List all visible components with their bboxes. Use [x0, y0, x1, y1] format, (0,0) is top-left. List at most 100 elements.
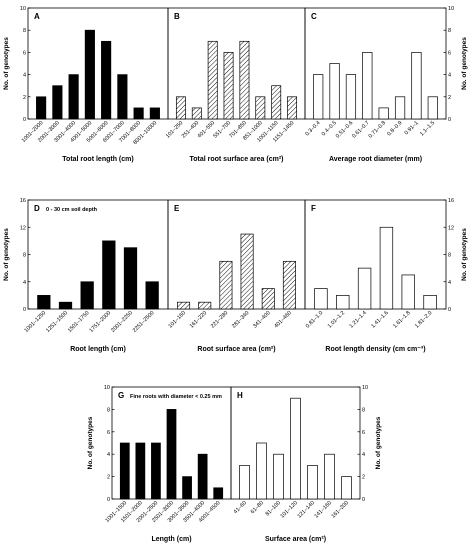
bar-b-1	[175, 96, 186, 120]
bar-a-2	[52, 85, 63, 120]
panel-letter: H	[237, 391, 243, 400]
x-axis-title: Surface area (cm²)	[265, 536, 326, 543]
panel-h: 41–60 61–80 81–100101–120121–140141–160161…	[230, 385, 382, 543]
bar-b-4	[223, 52, 234, 120]
y-tick-label: 4	[107, 452, 110, 458]
category-label: 101–120	[280, 500, 299, 519]
category-label: 401–460	[273, 310, 292, 329]
bar-a-3	[68, 74, 79, 120]
panel-letter: E	[174, 204, 180, 213]
panel-f: 0.81–1.0 1.01–1.2 1.21–1.4 1.41–1.6 1.61–1.8…	[304, 198, 468, 353]
bar-e-3	[219, 260, 233, 310]
category-label: 221–280	[210, 310, 229, 329]
category-label: 61–80	[250, 500, 265, 515]
y-tick-label: 4	[448, 280, 451, 286]
bar-e-6	[282, 260, 296, 310]
bar-a-4	[84, 29, 95, 120]
x-axis-title: Root surface area (cm²)	[197, 346, 275, 353]
bar-g-2	[135, 442, 146, 500]
category-label: 1251–1500	[45, 310, 69, 334]
category-label: 1.01–1.2	[327, 310, 346, 329]
bar-f-6	[423, 295, 437, 310]
category-label: 0.3–0.4	[304, 120, 321, 137]
category-label: 101–160	[168, 310, 187, 329]
panel-letter: A	[34, 12, 40, 21]
bar-b-3	[207, 40, 218, 120]
y-tick-label: 4	[23, 280, 26, 286]
bar-h-6	[324, 453, 335, 500]
y-tick-label: 8	[448, 28, 451, 34]
category-label: 161–200	[331, 500, 350, 519]
y-tick-label: 6	[448, 50, 451, 56]
bar-d-6	[145, 281, 159, 310]
y-tick-label: 0	[23, 117, 26, 123]
panel-e: 101–160 161–220 221–280 281–340 341–400 401–4…	[167, 199, 306, 353]
bar-a-8	[149, 107, 160, 120]
bar-a-7	[133, 107, 144, 120]
category-label: 2001–2250	[110, 310, 134, 334]
bar-a-1	[36, 96, 47, 120]
bar-e-5	[261, 288, 275, 310]
category-label: 1.61–1.8	[392, 310, 411, 329]
panel-b: 101–250251–400401–550551–700701–850851–1…	[165, 7, 306, 163]
panel-frame	[167, 7, 306, 120]
bar-e-4	[240, 233, 254, 310]
y-tick-label: 4	[362, 452, 365, 458]
x-axis-title: Total root surface area (cm²)	[189, 156, 283, 163]
category-label: 1.81–2.0	[414, 310, 433, 329]
bar-b-5	[239, 40, 250, 120]
y-tick-label: 10	[20, 6, 26, 12]
bar-a-5	[101, 40, 112, 120]
panel-c: 0.3–0.4 0.4–0.50.51–0.60.61–0.70.71–0.8 0.…	[304, 6, 468, 163]
bar-h-2	[256, 442, 267, 500]
panel-frame	[304, 7, 447, 120]
y-tick-label: 8	[362, 407, 365, 413]
category-label: 1001–1250	[24, 310, 48, 334]
category-label: 1501–1750	[67, 310, 91, 334]
bar-f-4	[379, 226, 394, 310]
y-tick-label: 4	[448, 73, 451, 79]
panel-letter: G	[118, 391, 124, 400]
y-tick-label: 8	[23, 28, 26, 34]
y-tick-label: 6	[107, 430, 110, 436]
bar-c-8	[427, 96, 438, 120]
bar-f-2	[336, 295, 350, 310]
bar-h-1	[239, 465, 250, 500]
y-axis-title: No. of genotypes	[87, 416, 94, 469]
bar-d-4	[102, 240, 116, 310]
y-tick-label: 6	[362, 430, 365, 436]
bar-d-1	[37, 295, 51, 310]
bar-e-2	[198, 301, 212, 310]
category-label: 1751–2000	[89, 310, 113, 334]
category-label: 1.1–1.5	[419, 120, 436, 137]
category-label: 2251–2500	[132, 310, 156, 334]
panel-letter: C	[311, 12, 317, 21]
x-axis-title: Average root diameter (mm)	[329, 156, 422, 163]
y-tick-label: 10	[104, 385, 110, 391]
y-tick-label: 16	[448, 198, 454, 204]
bar-g-5	[182, 476, 192, 500]
bar-e-1	[177, 301, 191, 310]
bar-c-4	[362, 52, 373, 120]
y-tick-label: 0	[448, 117, 451, 123]
bar-f-3	[357, 267, 372, 310]
x-axis-title: Root length (cm)	[70, 346, 126, 353]
category-label: 0.81–1.0	[305, 310, 324, 329]
bar-h-5	[307, 465, 318, 500]
category-label: 0.71–0.8	[368, 120, 387, 139]
y-axis-title: No. of genotypes	[3, 37, 10, 90]
panel-annotation: 0 - 30 cm soil depth	[46, 207, 98, 213]
bar-b-8	[287, 96, 298, 120]
y-axis-title: No. of genotypes	[461, 228, 468, 281]
y-tick-label: 0	[362, 497, 365, 503]
y-tick-label: 2	[23, 95, 26, 101]
bar-c-5	[378, 107, 389, 120]
y-tick-label: 10	[362, 385, 368, 391]
bar-d-3	[80, 281, 94, 310]
bar-c-2	[329, 63, 340, 120]
bar-h-7	[341, 476, 352, 500]
bar-c-6	[394, 96, 406, 120]
y-tick-label: 8	[23, 253, 26, 259]
category-label: 341–400	[252, 310, 271, 329]
